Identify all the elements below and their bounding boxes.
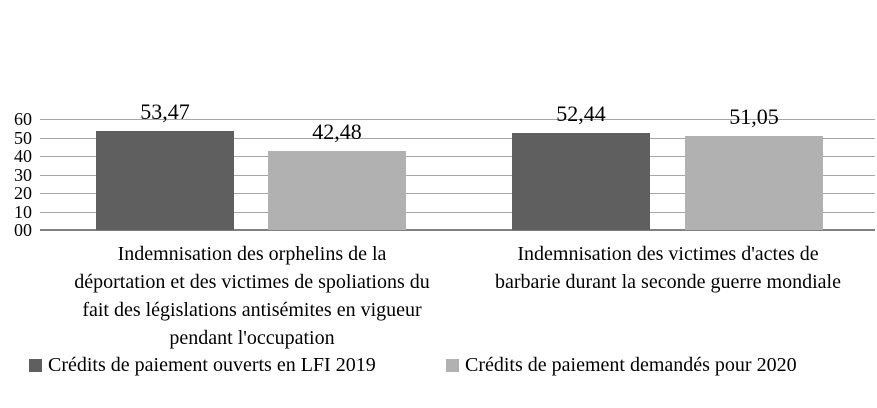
y-axis-tick-label: 40 (14, 146, 32, 166)
legend: Crédits de paiement ouverts en LFI 2019 … (0, 351, 877, 379)
bar (512, 133, 650, 230)
gridline (40, 156, 875, 157)
gridline (40, 212, 875, 213)
legend-label: Crédits de paiement ouverts en LFI 2019 (48, 354, 376, 376)
category-label: Indemnisation des orphelins de la déport… (74, 243, 430, 349)
gridline (40, 119, 875, 120)
bar (96, 131, 234, 230)
y-axis-tick-label: 60 (14, 109, 32, 129)
bar-value-label: 51,05 (729, 103, 779, 129)
bar-value-label: 53,47 (140, 99, 190, 125)
bar-value-label: 42,48 (312, 119, 362, 145)
gridline (40, 193, 875, 194)
legend-label: Crédits de paiement demandés pour 2020 (465, 354, 797, 376)
gridline (40, 175, 875, 176)
y-axis-tick-label: 20 (14, 183, 32, 203)
bar-value-label: 52,44 (556, 101, 606, 126)
x-axis-line (40, 229, 875, 231)
category-label: Indemnisation des victimes d'actes de ba… (495, 243, 841, 293)
y-axis-tick-label: 10 (14, 202, 32, 222)
bar (685, 135, 823, 230)
gridline (40, 138, 875, 139)
plot-area: 53,47 42,48 52,44 51,05 (40, 101, 875, 231)
bar (268, 151, 406, 230)
legend-marker (446, 358, 459, 372)
y-axis-tick-label: 30 (14, 165, 32, 185)
legend-marker (29, 358, 42, 372)
y-axis-tick-label: 50 (14, 128, 32, 148)
legend-item: Crédits de paiement ouverts en LFI 2019 (29, 351, 376, 379)
legend-item: Crédits de paiement demandés pour 2020 (446, 351, 797, 379)
y-axis: 60 50 40 30 20 10 00 (0, 110, 34, 239)
y-axis-tick-label: 00 (14, 220, 32, 240)
